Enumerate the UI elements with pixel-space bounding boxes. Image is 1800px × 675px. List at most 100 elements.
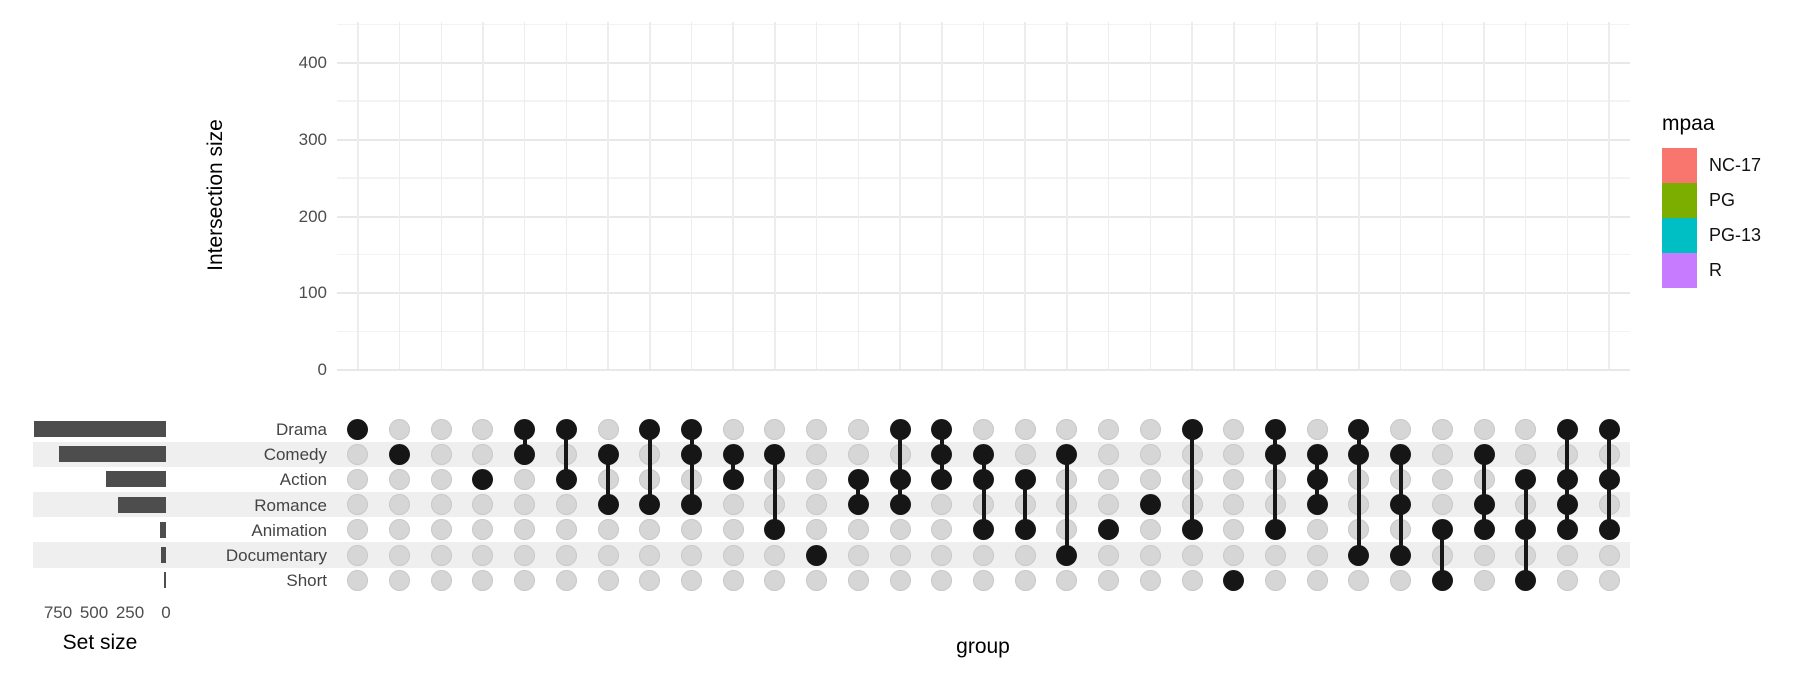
y-axis-tick-label: 300 [298,129,327,149]
matrix-connector [981,454,986,530]
gridline-vertical [982,22,985,369]
matrix-dot-empty [347,544,369,566]
matrix-dot-empty [1139,544,1161,566]
matrix-dot-filled [1348,544,1370,566]
matrix-dot-empty [1306,519,1328,541]
matrix-dot-empty [764,569,786,591]
matrix-dot-empty [472,443,494,465]
matrix-dot-empty [722,418,744,440]
matrix-dot-empty [1223,519,1245,541]
matrix-dot-empty [1139,468,1161,490]
matrix-dot-empty [1098,468,1120,490]
matrix-connector [772,454,777,530]
gridline-vertical [1274,22,1277,369]
matrix-dot-empty [681,569,703,591]
legend-entry: PG [1662,183,1761,218]
matrix-dot-empty [1139,418,1161,440]
matrix-connector [689,429,694,505]
matrix-dot-filled [1390,443,1412,465]
matrix-dot-empty [1264,544,1286,566]
matrix-dot-filled [1556,519,1578,541]
matrix-dot-empty [847,519,869,541]
gridline-vertical [440,22,443,369]
set-size-bar [33,421,166,437]
matrix-dot-filled [1181,519,1203,541]
matrix-dot-filled [847,494,869,516]
matrix-dot-empty [1431,494,1453,516]
matrix-dot-empty [1223,494,1245,516]
matrix-dot-filled [639,494,661,516]
matrix-dot-empty [1431,468,1453,490]
gridline-vertical [774,22,776,369]
matrix-dot-empty [889,569,911,591]
set-size-tick-label: 250 [115,603,145,622]
matrix-dot-empty [806,468,828,490]
y-axis-title: Intersection size [204,119,227,271]
legend-label: R [1709,260,1722,280]
matrix-dot-empty [1473,544,1495,566]
matrix-dot-filled [1306,443,1328,465]
matrix-connector [522,429,527,455]
mpaa-legend: mpaa NC-17 PG PG-13 R [1662,112,1761,288]
matrix-dot-filled [597,494,619,516]
matrix-dot-empty [430,468,452,490]
set-size-bar [160,547,166,563]
matrix-dot-empty [681,544,703,566]
matrix-dot-empty [931,519,953,541]
gridline-vertical [1149,22,1152,369]
matrix-dot-empty [514,519,536,541]
matrix-dot-filled [1264,519,1286,541]
legend-title: mpaa [1662,112,1715,135]
matrix-dot-empty [430,544,452,566]
matrix-dot-empty [389,519,411,541]
matrix-dot-empty [764,418,786,440]
matrix-dot-empty [1390,569,1412,591]
matrix-dot-empty [889,544,911,566]
matrix-dot-empty [597,418,619,440]
matrix-dot-filled [1390,494,1412,516]
matrix-dot-empty [389,569,411,591]
gridline-vertical [482,22,484,369]
matrix-dot-empty [1181,569,1203,591]
matrix-dot-filled [1598,418,1620,440]
matrix-dot-empty [347,494,369,516]
matrix-dot-empty [347,569,369,591]
matrix-dot-empty [1515,418,1537,440]
legend-entries: NC-17 PG PG-13 R [1662,148,1761,288]
matrix-row-label: Action [279,470,327,490]
matrix-dot-filled [639,418,661,440]
matrix-connector [898,429,903,505]
matrix-dot-filled [973,443,994,465]
matrix-dot-empty [847,418,869,440]
matrix-dot-filled [1223,569,1245,591]
matrix-connector [564,429,569,480]
matrix-dot-empty [1098,494,1120,516]
matrix-dot-empty [1431,418,1453,440]
matrix-dot-empty [1390,418,1412,440]
matrix-dot-empty [430,519,452,541]
matrix-dot-empty [1306,418,1328,440]
matrix-connector [647,429,652,505]
matrix-dot-filled [722,443,744,465]
matrix-row-label: Drama [275,420,327,439]
matrix-dot-empty [430,443,452,465]
gridline-vertical [815,22,818,369]
matrix-dot-filled [681,443,703,465]
matrix-connector [1190,429,1195,530]
gridline-vertical [1399,22,1402,369]
gridline-vertical [565,22,568,369]
gridline-vertical [1233,22,1235,369]
gridline-vertical [1191,22,1193,369]
matrix-dot-empty [555,569,577,591]
matrix-dot-empty [472,418,494,440]
gridline-vertical [1524,22,1527,369]
legend-swatch-r [1662,253,1697,288]
matrix-dot-empty [514,569,536,591]
matrix-dot-filled [1556,418,1578,440]
matrix-dot-empty [514,494,536,516]
matrix-dot-filled [1348,443,1370,465]
matrix-connector [1273,429,1278,530]
matrix-dot-empty [597,544,619,566]
matrix-dot-filled [764,519,786,541]
matrix-dot-filled [1139,494,1161,516]
